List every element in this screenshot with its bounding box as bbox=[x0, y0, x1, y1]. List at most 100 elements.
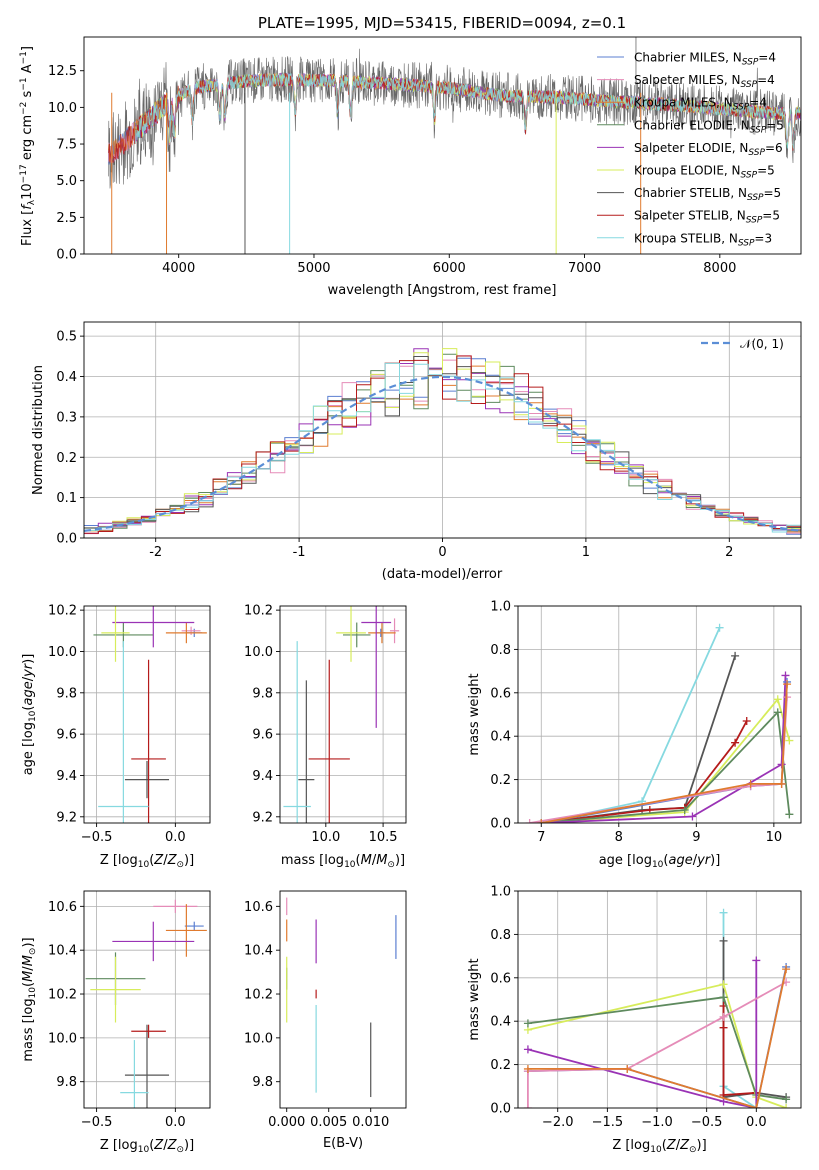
x-tick-label: −1.0 bbox=[641, 1115, 673, 1130]
y-tick-label: 10.0 bbox=[48, 1031, 77, 1046]
histogram-series bbox=[84, 362, 801, 533]
y-tick-label: 9.2 bbox=[56, 810, 77, 825]
mass_vs_Z-panel: −0.5 0.0 9.8 10.0 10.2 10.4 10.6 Z [log10(Z/Z⊙)… bbox=[21, 890, 211, 1155]
x-tick-label: 6000 bbox=[433, 261, 466, 276]
weight-marker bbox=[525, 819, 534, 823]
weight-line bbox=[541, 697, 791, 823]
x-tick-label: 8 bbox=[615, 830, 623, 845]
y-tick-label: 0.2 bbox=[490, 773, 511, 788]
weight-line bbox=[527, 996, 787, 1101]
weight-marker bbox=[523, 1045, 532, 1054]
weight-marker bbox=[742, 717, 751, 726]
spectrum-legend: Chabrier MILES, NSSP=4 Salpeter MILES, NS… bbox=[597, 51, 784, 248]
y-tick-label: 2.5 bbox=[56, 211, 77, 226]
spectrum-line bbox=[135, 72, 801, 149]
weight-line bbox=[541, 627, 721, 823]
y-tick-label: 9.8 bbox=[56, 1075, 77, 1090]
y-axis-label: mass weight bbox=[467, 673, 482, 755]
weight-marker bbox=[773, 708, 782, 717]
x-tick-label: 0.0 bbox=[165, 830, 186, 845]
y-tick-label: 10.2 bbox=[48, 988, 77, 1003]
x-axis-label: age [log10(age/yr)] bbox=[599, 853, 721, 870]
legend-entry: Chabrier MILES, NSSP=4 bbox=[634, 51, 776, 68]
weight-line bbox=[527, 960, 758, 1108]
axes-frame bbox=[517, 605, 802, 824]
weight-line bbox=[527, 983, 787, 1108]
axes-frame bbox=[83, 605, 211, 824]
legend-entry: Kroupa MILES, NSSP=4 bbox=[634, 96, 767, 113]
axes-frame bbox=[83, 321, 802, 539]
x-axis-label: wavelength [Angstrom, rest frame] bbox=[328, 283, 557, 298]
weight-marker bbox=[523, 1064, 532, 1073]
x-tick-label: 0.0 bbox=[165, 1115, 186, 1130]
spectrum-line bbox=[108, 48, 801, 189]
y-tick-label: 9.8 bbox=[252, 686, 273, 701]
y-tick-label: 10.2 bbox=[244, 604, 273, 619]
x-tick-label: 0 bbox=[438, 545, 446, 560]
legend-entry: 𝒩(0, 1) bbox=[740, 337, 784, 351]
x-tick-label: -2 bbox=[149, 545, 162, 560]
y-tick-label: 9.2 bbox=[252, 810, 273, 825]
y-tick-label: 9.6 bbox=[252, 728, 273, 743]
weight-marker bbox=[523, 1104, 532, 1108]
weight-marker bbox=[719, 908, 728, 917]
mass_vs_Z-plot-area bbox=[85, 899, 207, 1108]
y-tick-label: 10.6 bbox=[244, 900, 273, 915]
x-tick-label: 2 bbox=[725, 545, 733, 560]
weight-marker bbox=[719, 936, 728, 945]
weight-marker bbox=[719, 1023, 728, 1032]
y-axis-label: Normed distribution bbox=[31, 365, 46, 495]
axes-frame bbox=[83, 890, 211, 1109]
y-tick-label: 1.0 bbox=[490, 885, 511, 900]
legend-entry: Salpeter ELODIE, NSSP=6 bbox=[634, 141, 783, 158]
y-tick-label: 0.8 bbox=[490, 643, 511, 658]
y-tick-label: 0.8 bbox=[490, 928, 511, 943]
y-tick-label: 10.0 bbox=[244, 1031, 273, 1046]
weight-marker bbox=[523, 1019, 532, 1028]
x-tick-label: 0.000 bbox=[268, 1115, 305, 1130]
weight-marker bbox=[752, 1104, 761, 1108]
weight-marker bbox=[777, 779, 786, 788]
axes-frame bbox=[83, 36, 802, 255]
legend-entry: Chabrier ELODIE, NSSP=5 bbox=[634, 118, 784, 135]
y-tick-label: 0.5 bbox=[56, 330, 77, 345]
weight-marker bbox=[782, 965, 791, 974]
weight-line bbox=[541, 684, 788, 823]
weight-marker bbox=[537, 819, 546, 823]
x-tick-label: -1 bbox=[293, 545, 306, 560]
x-tick-label: 0.005 bbox=[310, 1115, 347, 1130]
age_vs_Z-plot-area bbox=[93, 606, 207, 823]
y-tick-label: 0.0 bbox=[490, 1102, 511, 1117]
y-tick-label: 9.8 bbox=[252, 1075, 273, 1090]
mass_weight_vs_Z-plot-area bbox=[523, 908, 791, 1108]
y-tick-label: 10.0 bbox=[244, 645, 273, 660]
x-axis-label: Z [log10(Z/Z⊙)] bbox=[100, 1138, 194, 1155]
weight-marker bbox=[715, 623, 724, 632]
weight-marker bbox=[773, 695, 782, 704]
weight-marker bbox=[782, 1104, 791, 1108]
weight-marker bbox=[680, 805, 689, 814]
x-tick-label: 9 bbox=[692, 830, 700, 845]
mass_weight_vs_age-panel: 7 8 9 10 0.0 0.2 0.4 0.6 0.8 1.0 age [log10(age/yr… bbox=[467, 600, 802, 870]
x-axis-label: mass [log10(M/M⊙)] bbox=[281, 853, 405, 870]
mass_weight_vs_age-plot-area bbox=[525, 623, 794, 823]
weight-marker bbox=[623, 1064, 632, 1073]
weight-line bbox=[541, 655, 736, 823]
residuals-plot-area bbox=[84, 348, 801, 535]
y-tick-label: 0.1 bbox=[56, 491, 77, 506]
y-tick-label: 0.0 bbox=[56, 248, 77, 263]
y-tick-label: 10.0 bbox=[48, 101, 77, 116]
y-tick-label: 0.0 bbox=[56, 532, 77, 547]
weight-marker bbox=[785, 736, 794, 745]
y-axis-label: mass [log10(M/M⊙)] bbox=[21, 937, 38, 1061]
y-tick-label: 0.4 bbox=[490, 730, 511, 745]
x-tick-label: −2.0 bbox=[542, 1115, 574, 1130]
y-tick-label: 0.2 bbox=[56, 451, 77, 466]
figure-title: PLATE=1995, MJD=53415, FIBERID=0094, z=0… bbox=[258, 14, 626, 32]
weight-marker bbox=[782, 1095, 791, 1104]
legend-entry: Salpeter STELIB, NSSP=5 bbox=[634, 209, 780, 226]
x-tick-label: −0.5 bbox=[691, 1115, 723, 1130]
y-tick-label: 0.4 bbox=[56, 370, 77, 385]
weight-marker bbox=[731, 651, 740, 660]
y-tick-label: 12.5 bbox=[48, 64, 77, 79]
